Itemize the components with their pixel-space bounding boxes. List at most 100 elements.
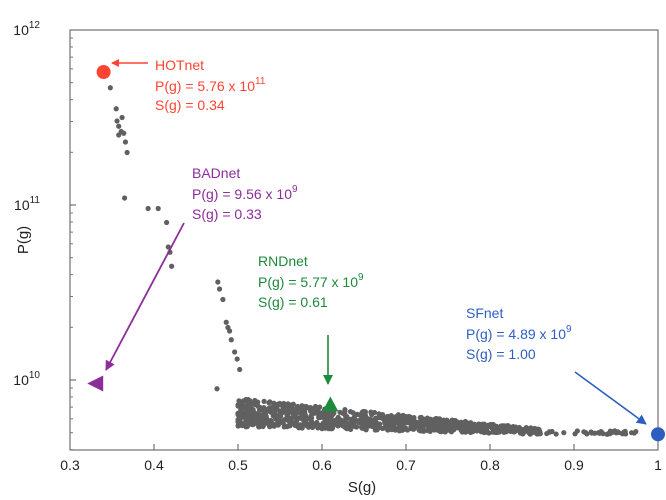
data-point (268, 417, 274, 424)
data-point (387, 415, 393, 422)
data-point (304, 416, 310, 422)
x-tick-label: 1 (654, 457, 662, 473)
data-point (496, 429, 502, 435)
sfnet-s-value: S(g) = 1.00 (466, 346, 536, 362)
data-point (275, 420, 281, 427)
hotnet-p-value: P(g) = 5.76 x 1011 (155, 76, 266, 94)
data-point (320, 420, 327, 426)
data-point (574, 428, 580, 434)
data-point (457, 420, 464, 426)
data-point (427, 428, 433, 434)
data-point (258, 420, 264, 426)
data-point (347, 409, 354, 415)
data-point (114, 118, 120, 124)
data-point (345, 421, 351, 427)
hotnet-annotation: HOTnet P(g) = 5.76 x 1011 S(g) = 0.34 (111, 57, 266, 113)
data-point (467, 420, 473, 427)
scatter-points (107, 85, 639, 437)
data-point (379, 414, 385, 420)
y-tick-label: 1012 (13, 20, 40, 38)
data-point (271, 402, 277, 408)
x-tick-label: 0.4 (144, 457, 164, 473)
data-point (307, 422, 314, 429)
x-tick-label: 0.3 (60, 457, 80, 473)
rndnet-label: RNDnet (258, 253, 308, 269)
data-point (427, 416, 434, 422)
data-point (290, 414, 296, 421)
y-tick-label: 1011 (14, 195, 40, 213)
data-point (372, 427, 378, 433)
data-point (267, 424, 273, 430)
data-point (340, 422, 346, 428)
data-point (247, 420, 253, 426)
hotnet-label: HOTnet (155, 57, 204, 73)
data-point (395, 412, 401, 418)
data-point (244, 398, 250, 404)
data-point (283, 416, 289, 422)
data-point (451, 423, 457, 429)
data-point (490, 429, 496, 435)
data-point (339, 418, 345, 424)
sfnet-annotation: SFnet P(g) = 4.89 x 109 S(g) = 1.00 (466, 305, 647, 425)
data-point (169, 263, 175, 269)
x-tick-label: 0.9 (564, 457, 584, 473)
rndnet-annotation: RNDnet P(g) = 5.77 x 109 S(g) = 0.61 (258, 253, 364, 385)
data-point (328, 426, 334, 432)
data-point (393, 420, 400, 426)
y-tick-label: 1010 (13, 370, 40, 388)
rndnet-p-value: P(g) = 5.77 x 109 (258, 272, 364, 290)
data-point (362, 426, 369, 432)
data-point (425, 424, 432, 430)
hotnet-p-text: P(g) = 5.76 x 10 (155, 78, 255, 94)
data-point (300, 406, 306, 412)
data-point (288, 409, 294, 415)
data-point (512, 426, 518, 432)
data-point (353, 424, 360, 430)
data-point (319, 410, 325, 416)
data-point (318, 423, 324, 430)
hotnet-s-value: S(g) = 0.34 (155, 97, 225, 113)
data-point (369, 411, 375, 418)
data-point (500, 423, 506, 429)
data-point (584, 431, 590, 437)
data-point (227, 328, 233, 334)
data-point (122, 139, 129, 145)
data-point (404, 427, 411, 433)
rndnet-s-value: S(g) = 0.61 (258, 294, 328, 310)
badnet-marker (87, 375, 104, 392)
x-tick-label: 0.6 (312, 457, 332, 473)
data-point (262, 408, 269, 414)
hotnet-p-exponent: 11 (255, 76, 266, 87)
data-point (256, 423, 262, 430)
data-point (107, 85, 113, 91)
data-point (266, 400, 272, 406)
data-point (257, 404, 263, 410)
data-point (410, 426, 416, 432)
data-point (238, 404, 244, 410)
rndnet-marker (322, 396, 339, 412)
data-point (478, 429, 484, 435)
data-point (145, 205, 151, 212)
sfnet-p-value: P(g) = 4.89 x 109 (466, 324, 572, 342)
data-point (358, 416, 364, 422)
data-point (281, 400, 287, 407)
data-point (615, 429, 621, 435)
sfnet-arrow (574, 371, 647, 425)
data-point (527, 427, 533, 433)
data-point (124, 149, 130, 156)
data-point (418, 424, 424, 430)
data-point (116, 132, 122, 138)
data-point (561, 430, 567, 436)
badnet-annotation: BADnet P(g) = 9.56 x 109 S(g) = 0.33 (105, 165, 298, 371)
data-point (237, 366, 243, 373)
data-point (155, 205, 161, 212)
data-point (255, 399, 261, 405)
data-point (261, 398, 267, 404)
data-point (488, 423, 494, 429)
data-point (633, 428, 639, 435)
x-tick-label: 0.7 (396, 457, 416, 473)
badnet-p-text: P(g) = 9.56 x 10 (192, 186, 292, 202)
data-point (619, 431, 626, 437)
data-point (300, 421, 306, 427)
